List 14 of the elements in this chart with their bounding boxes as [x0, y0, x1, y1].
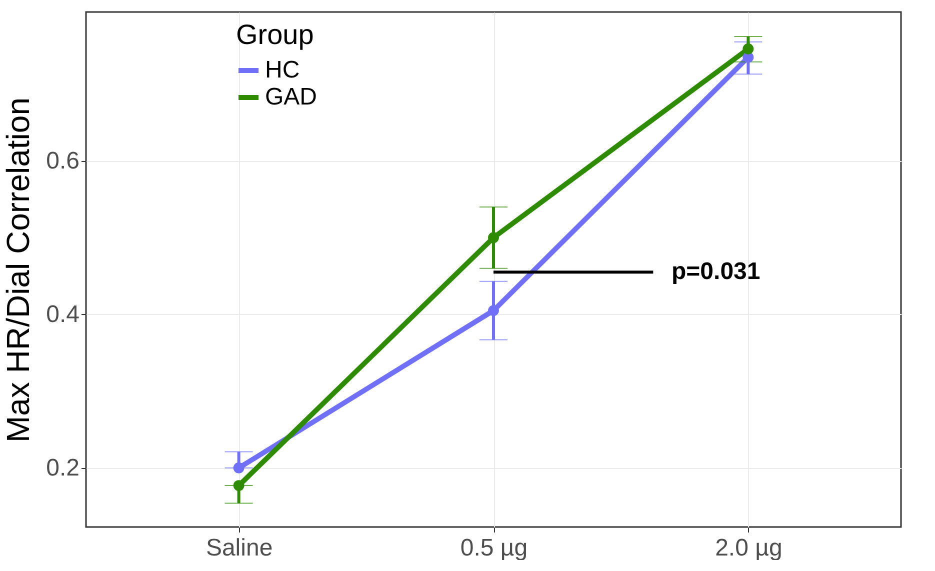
annotation: p=0.031 [672, 258, 760, 286]
legend-title: Group [236, 19, 314, 50]
y-axis-title: Max HR/Dial Correlation [0, 98, 36, 442]
point [742, 43, 754, 54]
point [233, 462, 244, 474]
y-tick-label: 0.2 [46, 454, 80, 482]
legend-label: HC [265, 56, 300, 84]
point [488, 232, 499, 244]
legend-label: GAD [265, 84, 318, 110]
point [488, 305, 499, 316]
point [233, 480, 244, 492]
x-tick-label: Saline [206, 534, 273, 562]
y-tick-label: 0.6 [46, 147, 80, 174]
y-tick-label: 0.4 [46, 300, 80, 328]
